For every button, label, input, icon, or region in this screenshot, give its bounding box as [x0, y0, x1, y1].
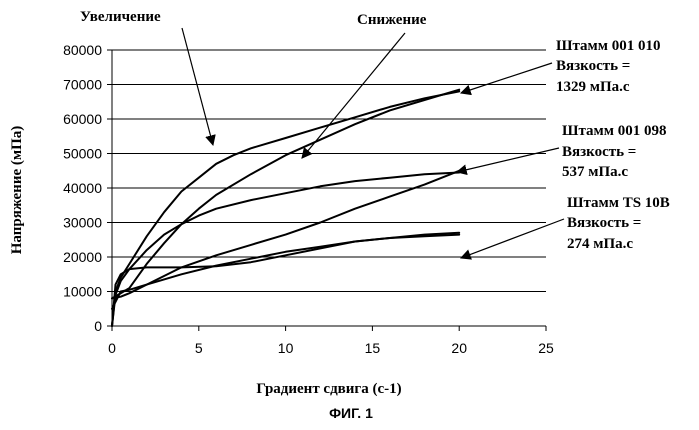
y-tick-label: 0 — [94, 318, 102, 334]
x-tick-label: 25 — [538, 340, 554, 356]
y-axis-title: Напряжение (мПа) — [9, 126, 25, 254]
strain-1-viscosity-value: 1329 мПа.с — [556, 79, 630, 95]
arrow-increase — [182, 28, 213, 145]
tick-labels: 0 10000 20000 30000 40000 50000 60000 70000 8000… — [63, 42, 554, 356]
arrow-strain-3 — [461, 219, 564, 258]
series — [112, 90, 459, 326]
y-tick-label: 50000 — [63, 146, 102, 162]
annotation-increase: Увеличение — [80, 9, 161, 25]
figure-caption: ФИГ. 1 — [329, 405, 373, 421]
x-tick-label: 0 — [108, 340, 116, 356]
y-tick-label: 20000 — [63, 249, 102, 265]
y-tick-label: 70000 — [63, 77, 102, 93]
series-line-3 — [112, 173, 459, 327]
annotation-decrease: Снижение — [357, 12, 427, 28]
arrow-strain-1 — [461, 63, 552, 93]
strain-2-viscosity-value: 537 мПа.с — [562, 164, 628, 180]
strain-3-viscosity-label: Вязкость = — [567, 215, 641, 231]
annotation-arrows — [182, 28, 564, 258]
y-tick-label: 10000 — [63, 284, 102, 300]
strain-3-name: Штамм TS 10B — [567, 195, 670, 211]
x-tick-label: 15 — [365, 340, 381, 356]
strain-2-name: Штамм 001 098 — [562, 123, 666, 139]
series-line-1 — [112, 91, 459, 326]
arrow-decrease — [302, 33, 405, 158]
y-tick-label: 60000 — [63, 111, 102, 127]
y-tick-label: 30000 — [63, 215, 102, 231]
strain-2-viscosity-label: Вязкость = — [562, 144, 636, 160]
arrow-strain-2 — [457, 148, 559, 172]
y-tick-label: 40000 — [63, 180, 102, 196]
strain-1-viscosity-label: Вязкость = — [556, 58, 630, 74]
y-tick-label: 80000 — [63, 42, 102, 58]
strain-1-name: Штамм 001 010 — [556, 38, 660, 54]
x-tick-label: 20 — [451, 340, 467, 356]
x-tick-label: 5 — [195, 340, 203, 356]
strain-3-viscosity-value: 274 мПа.с — [567, 236, 633, 252]
x-tick-label: 10 — [278, 340, 294, 356]
x-axis-title: Градиент сдвига (с-1) — [256, 381, 401, 397]
